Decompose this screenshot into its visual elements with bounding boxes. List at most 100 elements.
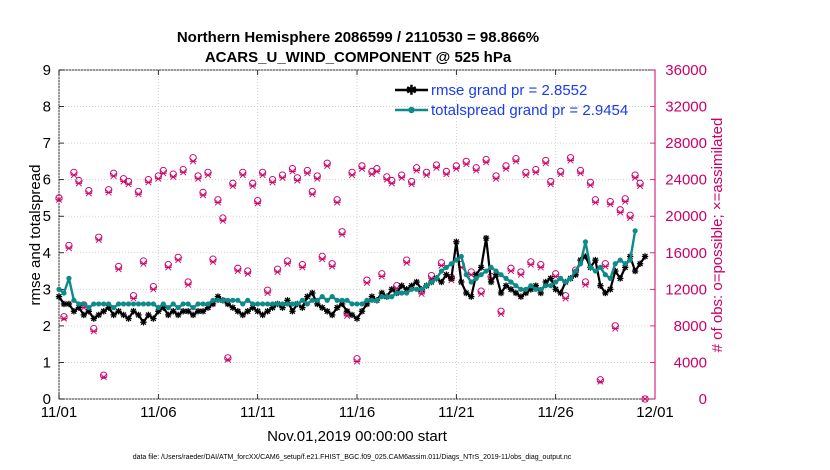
rmse-marker-stroke bbox=[537, 290, 544, 296]
rmse-point bbox=[145, 311, 152, 319]
obs-assimilated-point bbox=[373, 168, 381, 175]
totalspread-point bbox=[354, 301, 360, 307]
totalspread-point bbox=[553, 279, 559, 285]
totalspread-point bbox=[215, 297, 221, 303]
obs-assimilated-point bbox=[338, 231, 346, 238]
totalspread-point bbox=[567, 275, 574, 281]
rmse-point bbox=[120, 311, 127, 319]
rmse-point bbox=[343, 308, 351, 315]
totalspread-point bbox=[265, 301, 271, 307]
totalspread-point bbox=[344, 297, 350, 303]
rmse-point bbox=[189, 311, 197, 319]
rmse-point bbox=[517, 293, 525, 300]
obs-assimilated-point bbox=[135, 191, 142, 198]
totalspread-point bbox=[369, 297, 375, 303]
obs-assimilated-point bbox=[154, 175, 162, 182]
totalspread-point bbox=[260, 301, 266, 307]
rmse-point bbox=[125, 315, 132, 322]
rmse-point bbox=[100, 308, 107, 315]
rmse-marker-stroke bbox=[612, 268, 619, 274]
rmse-point bbox=[348, 311, 356, 319]
totalspread-point bbox=[140, 301, 147, 307]
rmse-point bbox=[65, 300, 73, 308]
totalspread-point bbox=[255, 301, 261, 307]
rmse-marker-stroke bbox=[225, 301, 231, 307]
totalspread-point bbox=[577, 261, 584, 267]
rmse-point bbox=[631, 267, 639, 275]
rmse-point bbox=[597, 282, 604, 289]
obs-assimilated-point bbox=[597, 378, 604, 385]
obs-assimilated-point bbox=[254, 200, 262, 207]
rmse-marker-stroke bbox=[592, 257, 599, 263]
rmse-point bbox=[175, 311, 182, 319]
obs-assimilated-point bbox=[497, 310, 505, 318]
obs-assimilated-point bbox=[244, 270, 252, 277]
rmse-marker-stroke bbox=[71, 308, 77, 315]
totalspread-point bbox=[165, 305, 171, 311]
obs-assimilated-point bbox=[532, 169, 540, 176]
obs-assimilated-point bbox=[239, 171, 247, 179]
totalspread-point bbox=[533, 286, 539, 292]
obs-assimilated-point bbox=[616, 209, 624, 216]
obs-assimilated-point bbox=[378, 273, 386, 280]
rmse-point bbox=[199, 308, 207, 315]
rmse-marker-stroke bbox=[349, 312, 355, 318]
obs-possible-point bbox=[100, 371, 108, 379]
totalspread-point bbox=[399, 290, 405, 296]
rmse-marker-stroke bbox=[264, 308, 271, 315]
obs-assimilated-point bbox=[323, 162, 331, 170]
rmse-marker-stroke bbox=[170, 308, 177, 315]
obs-assimilated-point bbox=[284, 260, 291, 267]
obs-assimilated-point bbox=[145, 179, 152, 186]
rmse-marker-stroke bbox=[289, 308, 296, 315]
rmse-point bbox=[641, 253, 649, 260]
totalspread-point bbox=[513, 283, 519, 289]
y-left-tick-label: 7 bbox=[43, 135, 51, 152]
rmse-marker-stroke bbox=[443, 271, 450, 278]
rmse-point bbox=[90, 315, 97, 322]
totalspread-point bbox=[170, 301, 176, 307]
y-axis-left-ticks: 0 1 2 3 4 5 6 7 8 9 bbox=[43, 62, 64, 408]
obs-assimilated-point bbox=[289, 168, 296, 175]
obs-assimilated-point bbox=[259, 171, 266, 179]
rmse-marker-stroke bbox=[76, 304, 82, 311]
totalspread-point bbox=[135, 301, 142, 307]
rmse-marker-stroke bbox=[259, 312, 266, 318]
legend-totalspread-label: totalspread grand pr = 2.9454 bbox=[431, 102, 628, 119]
obs-assimilated-point bbox=[204, 171, 212, 179]
totalspread-point bbox=[160, 301, 166, 307]
obs-possible-point bbox=[224, 354, 232, 362]
totalspread-point bbox=[612, 261, 618, 267]
obs-assimilated-point bbox=[547, 181, 555, 188]
rmse-marker-stroke bbox=[145, 312, 152, 318]
totalspread-point bbox=[379, 294, 385, 300]
obs-assimilated-point bbox=[557, 171, 564, 178]
rmse-marker-stroke bbox=[239, 312, 246, 318]
totalspread-point bbox=[587, 264, 594, 270]
totalspread-point bbox=[91, 301, 97, 307]
rmse-point bbox=[482, 234, 490, 242]
totalspread-point bbox=[150, 301, 156, 307]
obs-assimilated-point bbox=[472, 167, 480, 174]
rmse-point bbox=[95, 311, 102, 319]
totalspread-point bbox=[404, 290, 410, 296]
totalspread-point bbox=[617, 257, 623, 263]
rmse-point bbox=[324, 308, 331, 315]
rmse-marker-stroke bbox=[458, 279, 465, 285]
obs-assimilated-point bbox=[115, 266, 122, 273]
rmse-marker-stroke bbox=[438, 279, 445, 285]
totalspread-point bbox=[374, 297, 380, 303]
rmse-marker-stroke bbox=[100, 308, 107, 315]
totalspread-point bbox=[582, 239, 589, 245]
obs-assimilated-point bbox=[577, 170, 584, 177]
y-left-tick-label: 8 bbox=[43, 99, 51, 116]
rmse-marker-stroke bbox=[125, 315, 132, 322]
totalspread-point bbox=[423, 283, 430, 289]
obs-assimilated-point bbox=[85, 190, 93, 197]
totalspread-series bbox=[56, 228, 638, 311]
rmse-point bbox=[279, 304, 286, 311]
rmse-marker-stroke bbox=[518, 293, 524, 300]
footnote-data-file: data file: /Users/raeder/DAI/ATM_forcXX/… bbox=[133, 454, 572, 461]
rmse-point bbox=[607, 286, 614, 293]
totalspread-point bbox=[120, 301, 127, 307]
